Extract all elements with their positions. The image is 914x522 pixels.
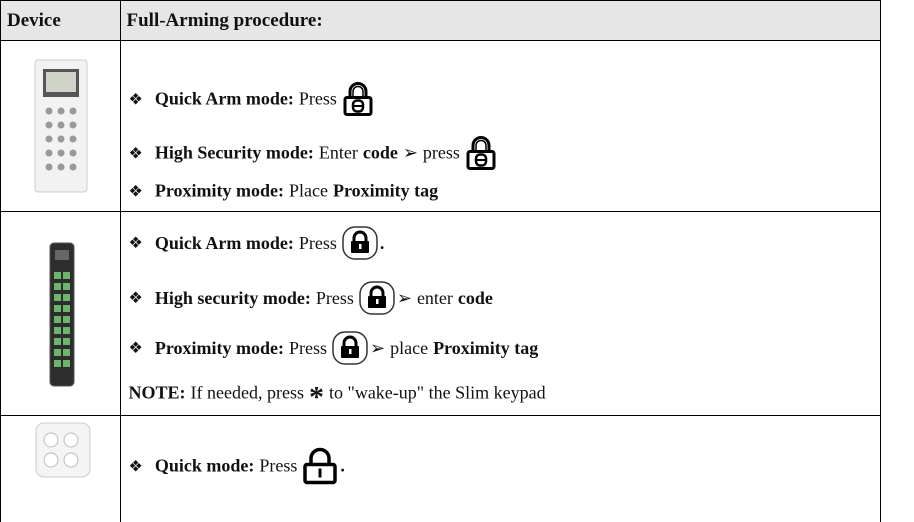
- text-run: .: [340, 455, 345, 476]
- lock-icon: [343, 82, 373, 116]
- text-run: Press: [259, 455, 298, 476]
- text-run: High Security mode:: [154, 142, 314, 163]
- device-cell: [0, 40, 121, 212]
- text-run: High security mode:: [154, 287, 311, 308]
- header-cell: Device: [0, 0, 121, 41]
- text-run: ❖: [128, 340, 143, 357]
- text-run: ❖: [128, 290, 143, 307]
- text-run: Press: [298, 232, 337, 253]
- text-run: ❖: [128, 235, 143, 252]
- lock-icon: [466, 136, 496, 170]
- device-cell: [0, 415, 121, 522]
- text-run: If needed, press: [190, 382, 304, 403]
- text-run: code: [457, 287, 493, 308]
- text-run: Press: [315, 287, 354, 308]
- text-run: Quick Arm mode:: [154, 232, 294, 253]
- procedure-cell: ❖ Quick Arm mode: Press ❖ High Security mode…: [119, 40, 881, 212]
- procedure-line: ❖ Quick mode: Press.: [128, 447, 350, 485]
- text-run: ➢: [402, 142, 418, 163]
- text-run: NOTE:: [128, 382, 186, 403]
- header-cell: Full-Arming procedure:: [119, 0, 881, 41]
- procedure-line: ❖ High security mode: Press ➢ enter code: [129, 281, 498, 315]
- text-run: Proximity mode:: [154, 180, 284, 201]
- text-run: Enter: [318, 142, 358, 163]
- lock-icon: [341, 226, 378, 260]
- procedure-line: ❖ High Security mode: Enter code ➢ press: [129, 136, 499, 171]
- text-run: Place: [288, 180, 328, 201]
- procedure-line: ❖ Quick Arm mode: Press: [129, 82, 376, 117]
- procedure-cell: ❖ Quick Arm mode: Press. ❖ High security mod…: [119, 211, 881, 416]
- text-run: ❖: [128, 183, 143, 200]
- procedure-cell: ❖ Quick mode: Press.: [119, 415, 881, 522]
- text-run: Proximity mode:: [154, 337, 284, 358]
- text-run: Press: [298, 88, 337, 109]
- text-run: place: [390, 337, 429, 358]
- device-image: [34, 59, 88, 193]
- procedure-line: ❖ Proximity mode: Press ➢ place Proximity tag: [129, 331, 544, 365]
- text-run: ❖: [128, 91, 143, 108]
- text-run: Proximity tag: [433, 337, 539, 358]
- text-run: ❖: [128, 458, 143, 475]
- text-run: Quick mode:: [154, 455, 255, 476]
- device-image: [49, 242, 75, 387]
- text-run: .: [379, 232, 385, 253]
- text-run: Press: [288, 337, 327, 358]
- text-run: Proximity tag: [332, 180, 439, 201]
- procedure-line: NOTE: If needed, press * to "wake-up" the S…: [128, 380, 551, 413]
- lock-icon: [303, 447, 338, 485]
- text-run: code: [362, 142, 398, 163]
- lock-icon: [358, 281, 395, 315]
- procedure-line: ❖ Proximity mode: Place Proximity tag: [129, 181, 444, 202]
- text-run: to "wake-up" the Slim keypad: [328, 382, 546, 403]
- text-run: Quick Arm mode:: [154, 88, 294, 109]
- text-run: press: [422, 142, 460, 163]
- text-run: ❖: [128, 145, 143, 162]
- device-image: [35, 422, 91, 478]
- device-cell: [0, 211, 121, 416]
- text-run: ➢: [370, 337, 386, 358]
- text-run: ➢: [396, 287, 412, 308]
- symbol: *: [308, 380, 324, 413]
- procedure-line: ❖ Quick Arm mode: Press.: [129, 226, 390, 260]
- lock-icon: [332, 331, 368, 365]
- text-run: enter: [416, 287, 453, 308]
